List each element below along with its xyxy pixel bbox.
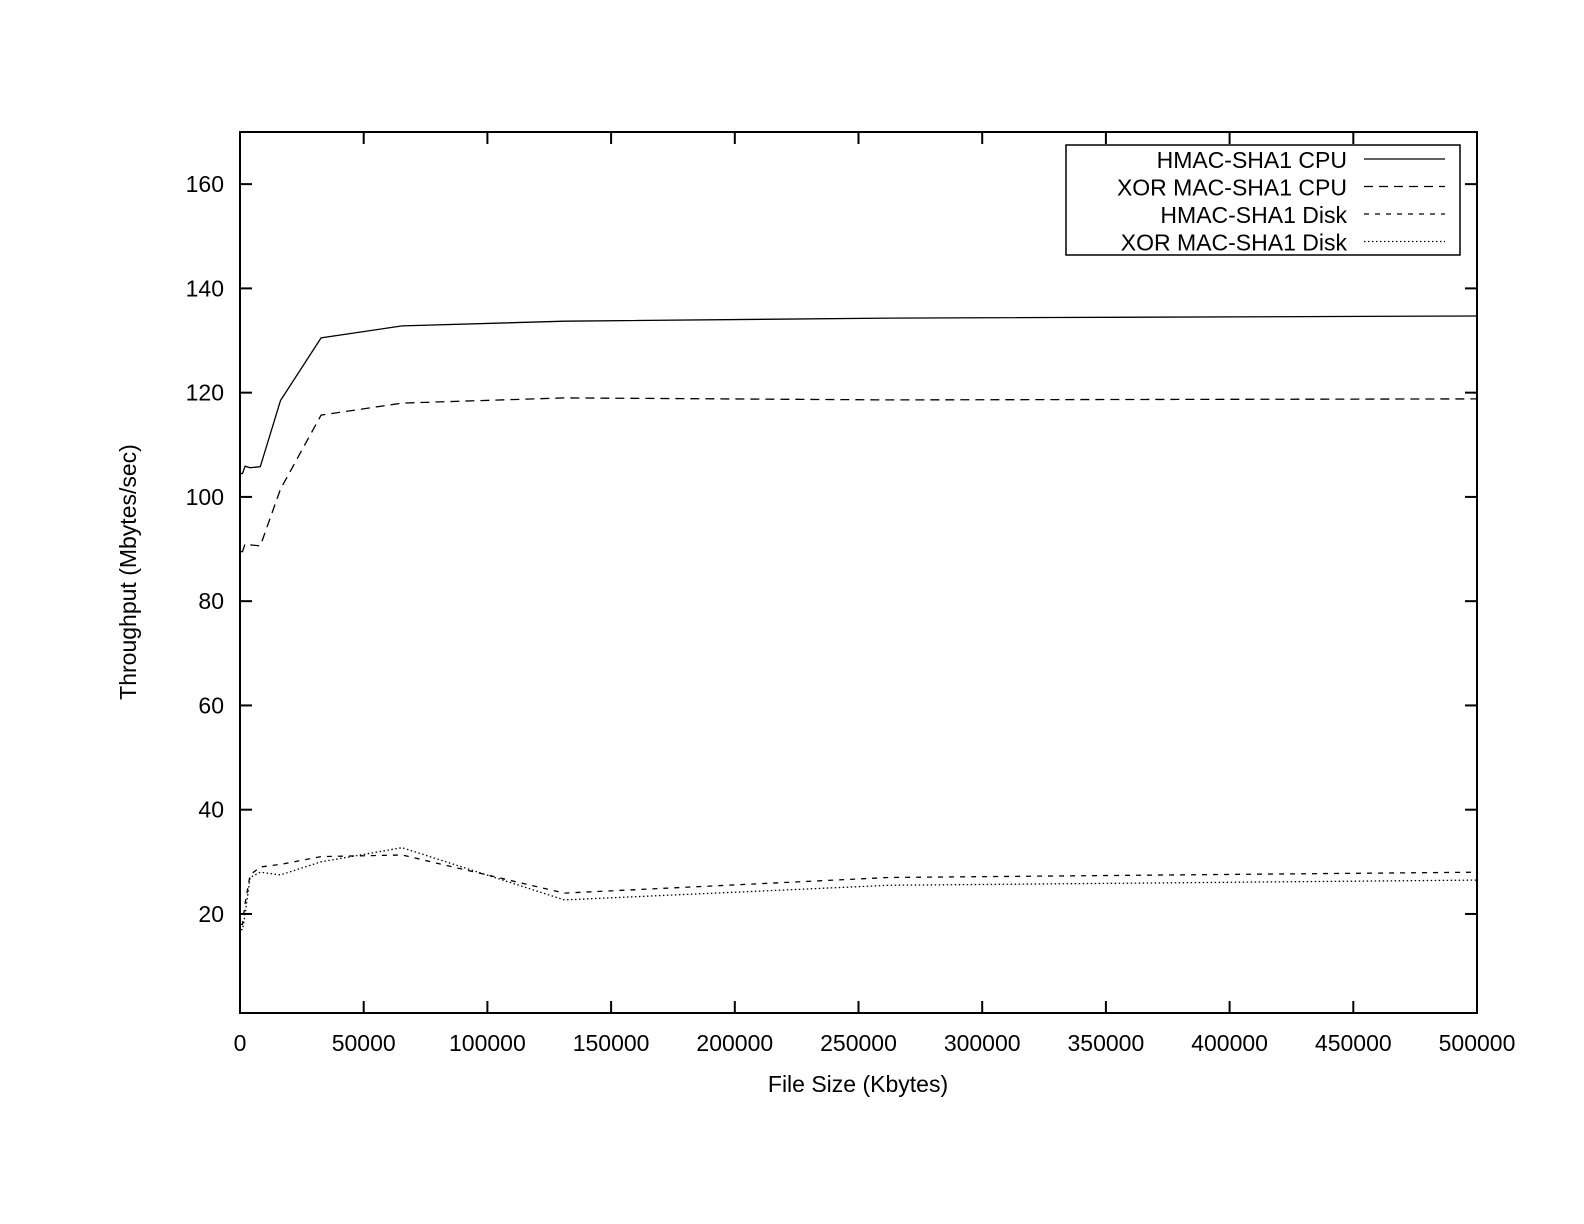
series-line-1	[241, 397, 1478, 553]
y-tick-label: 20	[198, 901, 224, 927]
x-tick-label: 100000	[449, 1030, 526, 1056]
x-tick-label: 400000	[1191, 1030, 1268, 1056]
y-tick-label: 100	[186, 484, 224, 510]
series-line-3	[241, 847, 1478, 931]
y-tick-label: 160	[186, 171, 224, 197]
x-tick-label: 250000	[820, 1030, 897, 1056]
x-tick-label: 450000	[1315, 1030, 1392, 1056]
y-tick-label: 140	[186, 275, 224, 301]
legend-label: HMAC-SHA1 Disk	[1160, 202, 1347, 228]
x-tick-label: 350000	[1068, 1030, 1145, 1056]
x-tick-label: 150000	[573, 1030, 650, 1056]
series-line-2	[241, 854, 1478, 926]
x-tick-label: 300000	[944, 1030, 1021, 1056]
plot-frame	[239, 131, 1478, 1014]
x-axis-label: File Size (Kbytes)	[768, 1071, 948, 1097]
series-line-0	[241, 315, 1478, 475]
x-tick-label: 500000	[1439, 1030, 1516, 1056]
x-tick-label: 0	[234, 1030, 247, 1056]
x-tick-label: 200000	[696, 1030, 773, 1056]
legend-box	[1065, 144, 1461, 256]
y-tick-label: 120	[186, 380, 224, 406]
y-tick-label: 60	[198, 692, 224, 718]
y-axis-label: Throughput (Mbytes/sec)	[115, 444, 141, 700]
y-tick-label: 80	[198, 588, 224, 614]
legend-label: XOR MAC-SHA1 Disk	[1121, 230, 1348, 256]
x-tick-label: 50000	[332, 1030, 396, 1056]
y-tick-label: 40	[198, 797, 224, 823]
legend-label: XOR MAC-SHA1 CPU	[1117, 175, 1347, 201]
legend-label: HMAC-SHA1 CPU	[1157, 147, 1347, 173]
